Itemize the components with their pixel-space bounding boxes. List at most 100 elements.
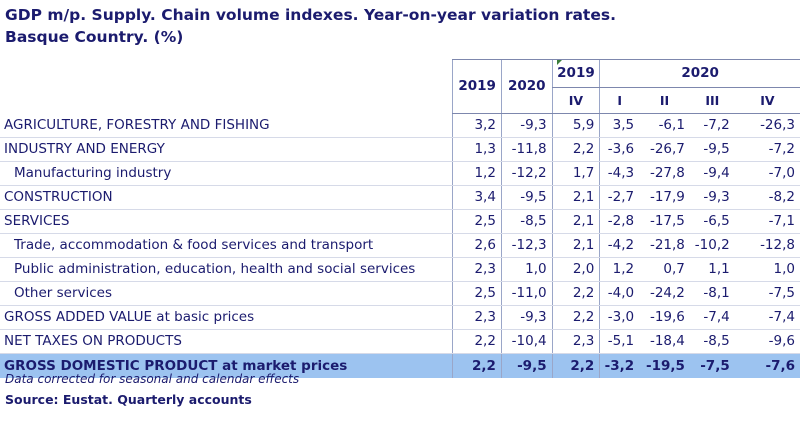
row-label: GROSS ADDED VALUE at basic prices [0,305,453,330]
cell-value: -7,4 [734,305,800,330]
cell-value: -3,0 [599,305,640,330]
source-note: Source: Eustat. Quarterly accounts [5,392,252,407]
page-title: GDP m/p. Supply. Chain volume indexes. Y… [5,4,616,48]
cell-value: -9,4 [689,161,735,186]
cell-value: -11,0 [500,281,553,306]
cell-value: 2,1 [551,233,600,258]
cell-value: -7,0 [734,161,800,186]
gdp-value: 2,2 [452,353,502,378]
cell-value: 1,2 [599,257,640,282]
table-body: AGRICULTURE, FORESTRY AND FISHING 3,2 -9… [0,113,800,378]
cell-value: -10,2 [689,233,735,258]
cell-value: -7,5 [734,281,800,306]
table-row: Manufacturing industry 1,2 -12,2 1,7 -4,… [0,161,800,186]
footnote: Data corrected for seasonal and calendar… [5,372,300,386]
cell-value: -7,2 [689,113,735,138]
cell-value: -6,1 [639,113,690,138]
cell-value: -9,5 [689,137,735,162]
cell-value: -4,2 [599,233,640,258]
cell-value: 2,2 [452,329,502,354]
cell-value: 1,0 [500,257,553,282]
table-row: NET TAXES ON PRODUCTS 2,2 -10,4 2,3 -5,1… [0,329,800,354]
table-row: INDUSTRY AND ENERGY 1,3 -11,8 2,2 -3,6 -… [0,137,800,162]
header-q3-2020: III [689,87,735,114]
cell-value: -21,8 [639,233,690,258]
cell-value: -4,3 [599,161,640,186]
cell-value: -19,6 [639,305,690,330]
table-row: Trade, accommodation & food services and… [0,233,800,258]
cell-value: -7,4 [689,305,735,330]
table-row: GROSS ADDED VALUE at basic prices 2,3 -9… [0,305,800,330]
header-2019: 2019 [452,59,502,114]
cell-value: -8,5 [689,329,735,354]
row-label: Manufacturing industry [0,161,453,186]
gdp-value: 2,2 [551,353,600,378]
cell-value: 2,1 [551,185,600,210]
cell-value: -12,2 [500,161,553,186]
table-row: Public administration, education, health… [0,257,800,282]
cell-value: 2,3 [452,257,502,282]
cell-value: 5,9 [551,113,600,138]
header-2020: 2020 [500,59,553,114]
cell-value: 1,2 [452,161,502,186]
cell-value: -9,3 [500,305,553,330]
header-q1-2020: I [599,87,640,114]
cell-value: -11,8 [500,137,553,162]
cell-value: 0,7 [639,257,690,282]
cell-value: -12,3 [500,233,553,258]
cell-value: -17,9 [639,185,690,210]
cell-value: 2,2 [551,281,600,306]
cell-value: -9,6 [734,329,800,354]
header-quarter-group-2020: 2020 [599,59,800,88]
title-line-2: Basque Country. (%) [5,28,184,46]
cell-value: -7,2 [734,137,800,162]
cell-value: -4,0 [599,281,640,306]
cell-value: 1,0 [734,257,800,282]
cell-value: -26,3 [734,113,800,138]
cell-value: -17,5 [639,209,690,234]
cell-value: 2,3 [551,329,600,354]
cell-value: -24,2 [639,281,690,306]
cell-value: -8,2 [734,185,800,210]
table-row: SERVICES 2,5 -8,5 2,1 -2,8 -17,5 -6,5 -7… [0,209,800,234]
cell-value: 3,2 [452,113,502,138]
cell-value: 2,5 [452,281,502,306]
gdp-row-label: GROSS DOMESTIC PRODUCT at market prices [0,353,453,378]
title-line-1: GDP m/p. Supply. Chain volume indexes. Y… [5,6,616,24]
gdp-value: -3,2 [599,353,640,378]
row-label: Public administration, education, health… [0,257,453,282]
header-q4-2019: IV [551,87,600,114]
cell-value: -8,1 [689,281,735,306]
row-label: NET TAXES ON PRODUCTS [0,329,453,354]
cell-value: -8,5 [500,209,553,234]
gdp-value: -9,5 [500,353,553,378]
cell-value: -26,7 [639,137,690,162]
cell-value: -18,4 [639,329,690,354]
header-blank [0,60,453,114]
cell-value: -9,3 [500,113,553,138]
cell-value: 2,2 [551,137,600,162]
cell-value: 2,2 [551,305,600,330]
cell-value: 3,4 [452,185,502,210]
cell-value: -5,1 [599,329,640,354]
gdp-value: -7,5 [689,353,735,378]
row-label: AGRICULTURE, FORESTRY AND FISHING [0,113,453,138]
gdp-value: -19,5 [639,353,690,378]
cell-value: 2,0 [551,257,600,282]
cell-value: 1,7 [551,161,600,186]
gdp-value: -7,6 [734,353,800,378]
cell-value: -9,3 [689,185,735,210]
table-row: CONSTRUCTION 3,4 -9,5 2,1 -2,7 -17,9 -9,… [0,185,800,210]
cell-value: 2,3 [452,305,502,330]
cell-value: -7,1 [734,209,800,234]
row-label: SERVICES [0,209,453,234]
table-row: Other services 2,5 -11,0 2,2 -4,0 -24,2 … [0,281,800,306]
cell-value: 3,5 [599,113,640,138]
cell-value: 1,3 [452,137,502,162]
cell-value: 2,1 [551,209,600,234]
gdp-total-row: GROSS DOMESTIC PRODUCT at market prices … [0,353,800,378]
row-label: CONSTRUCTION [0,185,453,210]
cell-value: -12,8 [734,233,800,258]
row-label: INDUSTRY AND ENERGY [0,137,453,162]
header-q2-2020: II [639,87,690,114]
